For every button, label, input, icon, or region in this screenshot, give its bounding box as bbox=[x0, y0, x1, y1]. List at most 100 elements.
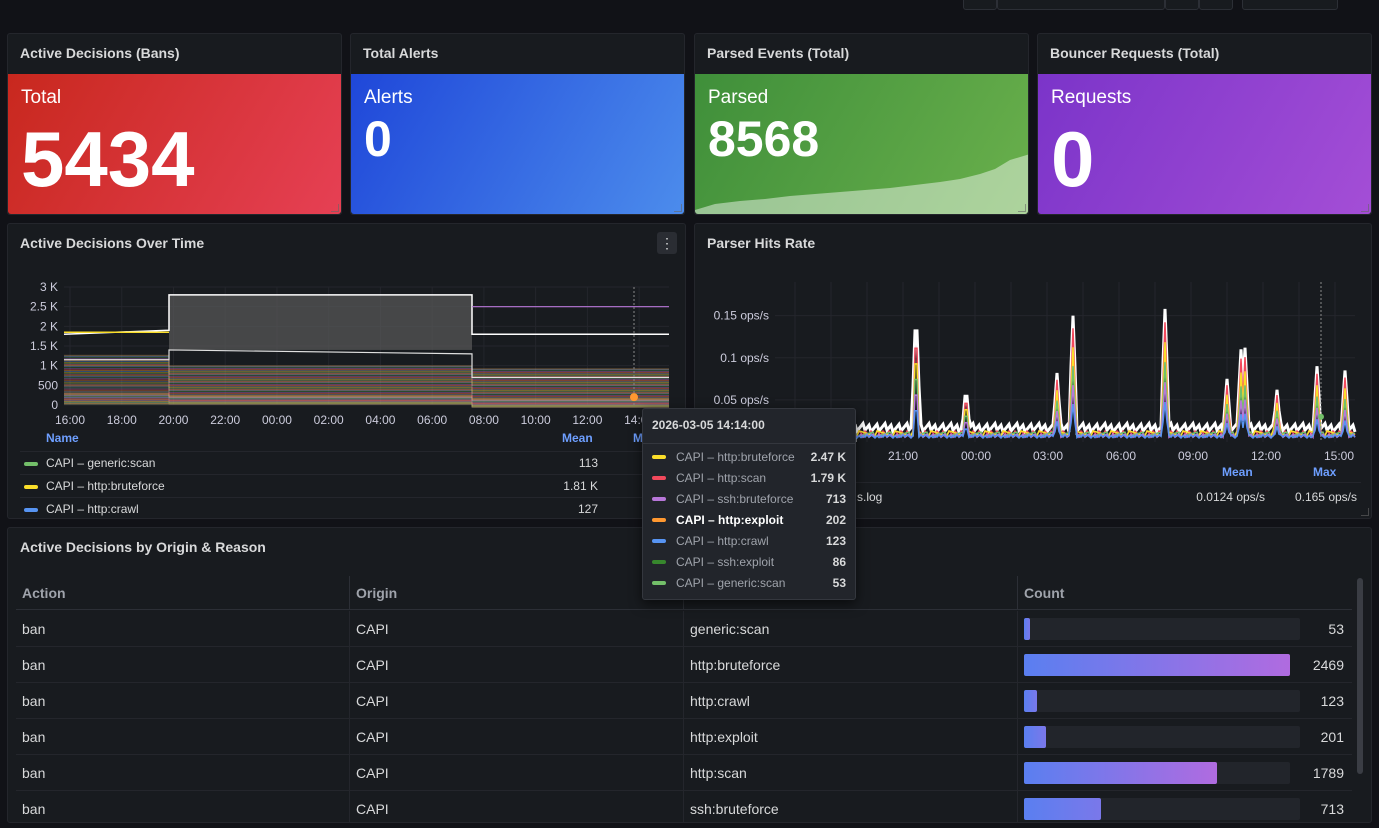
table-row[interactable]: ban CAPI http:scan 1789 bbox=[16, 755, 1352, 791]
table-row[interactable]: ban CAPI ssh:bruteforce 713 bbox=[16, 791, 1352, 822]
column-header-origin[interactable]: Origin bbox=[356, 585, 398, 601]
zoom-out-button[interactable] bbox=[1165, 0, 1199, 10]
series-line bbox=[64, 399, 669, 405]
y-tick-label: 1.5 K bbox=[30, 339, 58, 353]
legend-row[interactable]: CAPI – generic:scan1133 bbox=[20, 451, 680, 473]
panel-decisions-over-time: Active Decisions Over Time ⋮ 3 K 2.5 K 2 K… bbox=[7, 223, 686, 519]
legend-name: CAPI – http:crawl bbox=[46, 502, 139, 516]
resize-handle[interactable] bbox=[1361, 508, 1369, 516]
panel-title: Active Decisions Over Time bbox=[20, 235, 205, 251]
cell-action: ban bbox=[22, 729, 46, 745]
tooltip-series-name: CAPI – http:bruteforce bbox=[676, 450, 795, 464]
tooltip-swatch bbox=[652, 476, 666, 480]
legend-row[interactable]: s.log 0.0124 ops/s 0.165 ops/s bbox=[707, 482, 1361, 506]
column-header-count[interactable]: Count bbox=[1024, 585, 1065, 601]
tooltip-series-name: CAPI – http:scan bbox=[676, 471, 767, 485]
column-divider[interactable] bbox=[349, 576, 350, 610]
series-line bbox=[64, 396, 669, 403]
series-line-total bbox=[63, 294, 669, 335]
series-line bbox=[64, 392, 669, 399]
series-line bbox=[64, 386, 669, 395]
resize-handle[interactable] bbox=[1018, 204, 1026, 212]
tooltip-swatch bbox=[652, 581, 666, 585]
table-scrollbar[interactable] bbox=[1357, 578, 1363, 774]
series-line bbox=[64, 360, 669, 375]
x-tick-label: 08:00 bbox=[469, 413, 499, 427]
resize-handle[interactable] bbox=[1361, 204, 1369, 212]
refresh-button[interactable] bbox=[1242, 0, 1338, 10]
cell-action: ban bbox=[22, 693, 46, 709]
toolbar-button[interactable] bbox=[963, 0, 997, 10]
x-tick-label: 10:00 bbox=[521, 413, 551, 427]
series-line bbox=[64, 359, 669, 374]
legend-header-max[interactable]: Max bbox=[1313, 465, 1337, 479]
hover-point bbox=[1318, 413, 1324, 420]
time-series-chart[interactable]: 0.15 ops/s 0.1 ops/s 0.05 ops/s 21:00 00:00 0… bbox=[695, 274, 1372, 464]
series-line bbox=[64, 390, 669, 398]
series-line bbox=[64, 367, 669, 379]
column-header-action[interactable]: Action bbox=[22, 585, 66, 601]
resize-handle[interactable] bbox=[331, 204, 339, 212]
sparkline-area bbox=[695, 154, 1028, 214]
legend-header-mean[interactable]: Mean bbox=[1222, 465, 1253, 479]
table-row[interactable]: ban CAPI generic:scan 53 bbox=[16, 611, 1352, 647]
legend-name: CAPI – http:bruteforce bbox=[46, 479, 165, 493]
series-line bbox=[64, 371, 669, 383]
x-tick-label: 16:00 bbox=[55, 413, 85, 427]
series-line bbox=[64, 399, 669, 405]
cell-action: ban bbox=[22, 801, 46, 817]
tooltip-series-name: CAPI – http:exploit bbox=[676, 513, 784, 527]
tooltip-time: 2026-03-05 14:14:00 bbox=[652, 418, 765, 432]
series-line bbox=[64, 402, 669, 407]
time-range-picker[interactable] bbox=[997, 0, 1165, 10]
series-line bbox=[64, 395, 669, 402]
series-line bbox=[64, 403, 669, 408]
legend-name: s.log bbox=[857, 490, 883, 504]
legend-header-name[interactable]: Name bbox=[46, 431, 79, 445]
kebab-menu-icon[interactable]: ⋮ bbox=[657, 232, 677, 254]
series-line bbox=[854, 402, 1356, 442]
cell-origin: CAPI bbox=[356, 729, 389, 745]
cell-origin: CAPI bbox=[356, 693, 389, 709]
legend-mean: 0.0124 ops/s bbox=[1196, 490, 1265, 504]
count-gauge bbox=[1024, 798, 1300, 820]
tooltip-divider bbox=[643, 443, 855, 444]
series-line bbox=[64, 369, 669, 381]
series-area bbox=[169, 294, 472, 350]
series-line bbox=[64, 393, 669, 400]
panel-active-decisions: Active Decisions (Bans) Total 5434 bbox=[7, 33, 342, 215]
refresh-dropdown[interactable] bbox=[1199, 0, 1233, 10]
column-divider bbox=[1017, 683, 1018, 719]
column-divider bbox=[683, 719, 684, 755]
panel-bouncer-requests: Bouncer Requests (Total) Requests 0 bbox=[1037, 33, 1372, 215]
y-tick-label: 2.5 K bbox=[30, 300, 58, 314]
tooltip-row: CAPI – ssh:exploit 86 bbox=[652, 553, 846, 573]
tooltip-series-value: 202 bbox=[825, 513, 846, 527]
column-divider[interactable] bbox=[1017, 576, 1018, 610]
legend-header-max[interactable]: M bbox=[633, 431, 643, 445]
panel-total-alerts: Total Alerts Alerts 0 bbox=[350, 33, 685, 215]
table-row[interactable]: ban CAPI http:crawl 123 bbox=[16, 683, 1352, 719]
cell-reason: http:scan bbox=[690, 765, 747, 781]
cell-action: ban bbox=[22, 621, 46, 637]
table-row[interactable]: ban CAPI http:bruteforce 2469 bbox=[16, 647, 1352, 683]
table-row[interactable]: ban CAPI http:exploit 201 bbox=[16, 719, 1352, 755]
column-divider bbox=[349, 719, 350, 755]
stat-value: 8568 bbox=[708, 111, 820, 167]
legend-row[interactable]: CAPI – http:crawl1271 bbox=[20, 497, 680, 518]
count-gauge bbox=[1024, 654, 1290, 676]
series-line bbox=[64, 377, 669, 387]
legend-swatch bbox=[24, 462, 38, 466]
legend-header-mean[interactable]: Mean bbox=[562, 431, 593, 445]
y-tick-label: 3 K bbox=[40, 280, 58, 294]
series-line bbox=[64, 403, 669, 408]
tooltip-row: CAPI – http:bruteforce 2.47 K bbox=[652, 448, 846, 468]
time-series-chart[interactable]: 3 K 2.5 K 2 K 1.5 K 1 K 500 016:00 18:00 20:00 22… bbox=[8, 274, 686, 434]
stat-label: Total bbox=[21, 87, 62, 108]
x-tick-label: 00:00 bbox=[961, 449, 991, 463]
cell-reason: http:crawl bbox=[690, 693, 750, 709]
legend-swatch bbox=[24, 485, 38, 489]
count-gauge bbox=[1024, 690, 1300, 712]
resize-handle[interactable] bbox=[674, 204, 682, 212]
